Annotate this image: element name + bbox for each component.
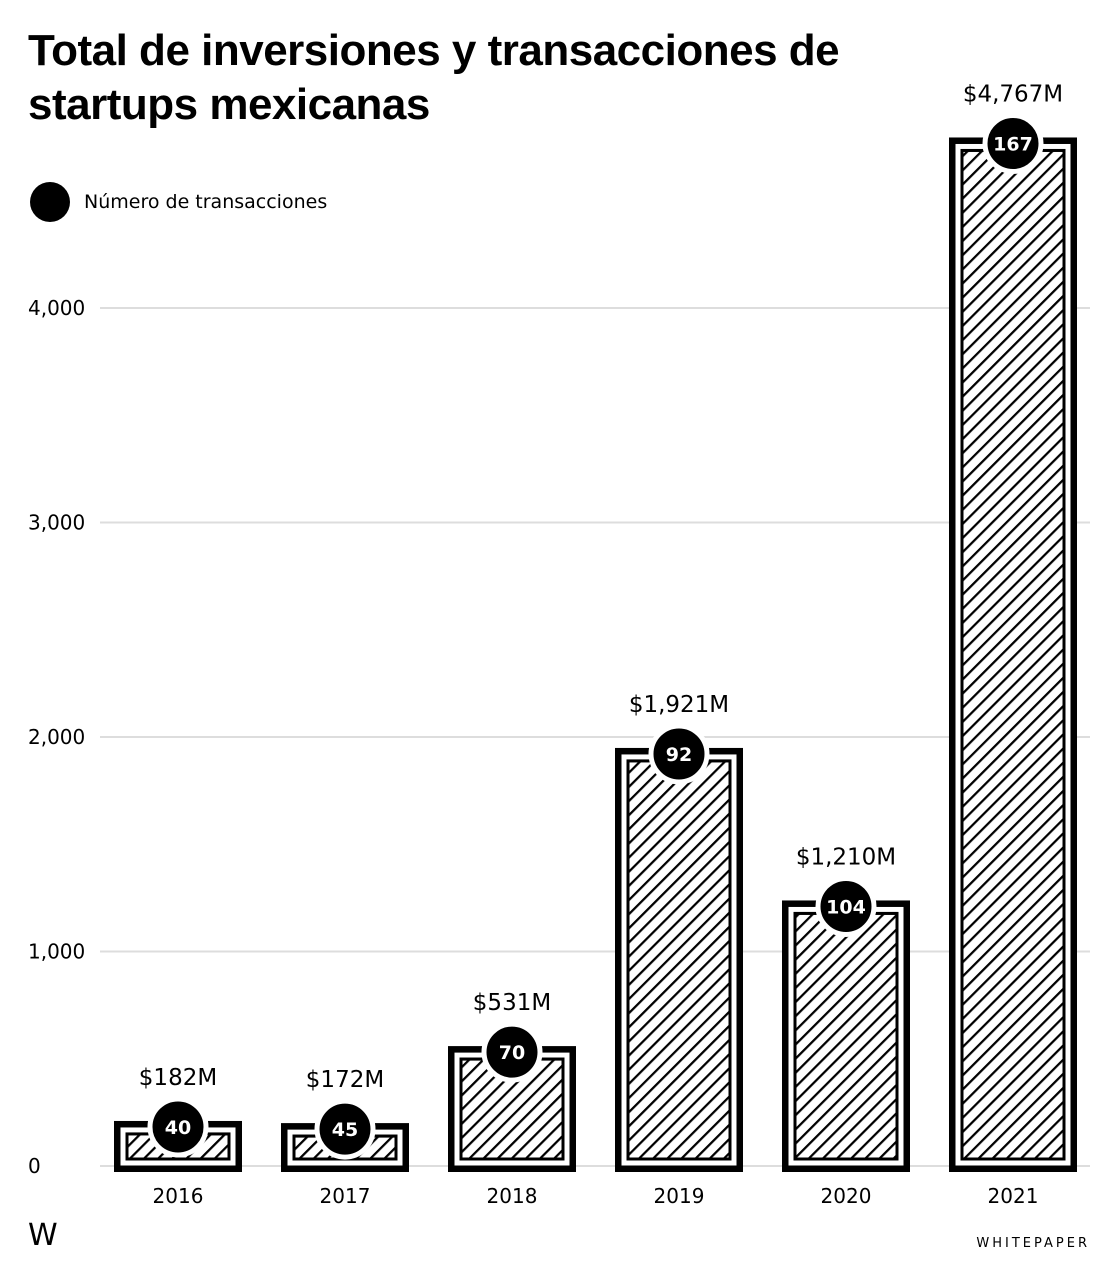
value-label: $1,210M [796, 844, 896, 870]
transaction-count-label: 104 [826, 896, 866, 918]
transaction-count-label: 70 [499, 1042, 525, 1064]
y-tick-label: 2,000 [28, 725, 85, 749]
legend-label: Número de transacciones [84, 191, 328, 213]
y-tick-label: 1,000 [28, 940, 85, 964]
transaction-count-label: 40 [165, 1117, 191, 1139]
footer-logo: W [28, 1218, 58, 1253]
transaction-marker [648, 723, 710, 785]
chart-title: Total de inversiones y transacciones de … [28, 26, 840, 129]
y-tick-label: 4,000 [28, 296, 85, 320]
bar [782, 900, 910, 1173]
x-tick-label: 2016 [153, 1184, 204, 1208]
transaction-count-label: 167 [993, 133, 1033, 155]
value-label: $172M [306, 1067, 384, 1093]
transaction-marker [147, 1096, 209, 1158]
legend: Número de transacciones [30, 182, 327, 222]
x-tick-label: 2018 [487, 1184, 538, 1208]
value-label: $4,767M [963, 81, 1063, 107]
x-tick-label: 2021 [988, 1184, 1039, 1208]
x-tick-label: 2017 [320, 1184, 371, 1208]
y-tick-label: 3,000 [28, 511, 85, 535]
grid-lines: 0 1,000 2,000 3,000 4,000 [28, 296, 1090, 1178]
bar [949, 137, 1077, 1172]
footer-brand: WHITEPAPER [976, 1236, 1090, 1251]
transaction-count-label: 92 [666, 744, 692, 766]
transaction-marker [815, 875, 877, 937]
bar [615, 747, 743, 1172]
value-label: $182M [139, 1065, 217, 1091]
y-tick-label: 0 [28, 1154, 41, 1178]
legend-marker [30, 182, 70, 222]
transaction-marker [982, 112, 1044, 174]
value-label: $1,921M [629, 692, 729, 718]
value-label: $531M [473, 990, 551, 1016]
transaction-count-label: 45 [332, 1119, 358, 1141]
bars: 40 $182M 2016 45 $172M 2017 70 $531M 2018 92 $1,92… [114, 81, 1077, 1208]
x-tick-label: 2020 [821, 1184, 872, 1208]
transaction-marker [481, 1021, 543, 1083]
x-tick-label: 2019 [654, 1184, 705, 1208]
transaction-marker [314, 1098, 376, 1160]
